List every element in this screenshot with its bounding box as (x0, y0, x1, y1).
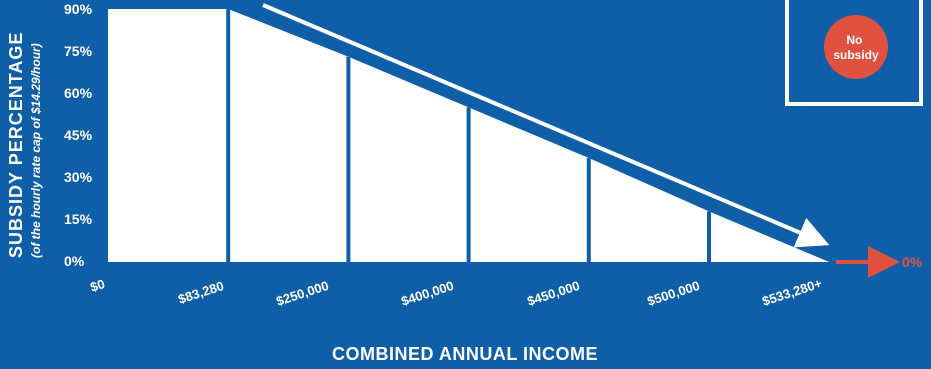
y-tick-6: 90% (64, 1, 93, 17)
y-tick-2: 30% (64, 169, 93, 185)
decline-arrow (262, 3, 830, 248)
x-tick-0: $0 (88, 276, 106, 295)
no-subsidy-label: No subsidy (833, 33, 879, 62)
y-ticks-group: 0% 15% 30% 45% 60% 75% 90% (64, 1, 93, 269)
x-tick-2: $250,000 (274, 278, 330, 309)
y-tick-4: 60% (64, 85, 93, 101)
no-subsidy-word-1: No (846, 33, 862, 47)
no-subsidy-badge (824, 15, 888, 79)
x-tick-6: $533,280+ (760, 275, 824, 308)
y-tick-1: 15% (64, 211, 93, 227)
y-tick-3: 45% (64, 127, 93, 143)
x-tick-5: $500,000 (645, 278, 701, 309)
legend-box (785, 0, 923, 106)
y-tick-5: 75% (64, 43, 93, 59)
plot-area (108, 3, 830, 262)
x-tick-4: $450,000 (525, 278, 581, 309)
zero-label: 0% (902, 254, 923, 270)
x-axis-title: COMBINED ANNUAL INCOME (332, 344, 598, 364)
no-subsidy-word-2: subsidy (833, 48, 879, 62)
x-tick-1: $83,280 (176, 278, 225, 307)
y-axis-subtitle: (of the hourly rate cap of $14.29/hour) (29, 43, 43, 258)
y-axis-title: SUBSIDY PERCENTAGE (6, 32, 26, 258)
x-tick-3: $400,000 (399, 278, 455, 309)
y-tick-0: 0% (64, 253, 85, 269)
no-subsidy-legend: No subsidy (785, 0, 923, 106)
x-ticks-group: $0 $83,280 $250,000 $400,000 $450,000 $5… (88, 275, 824, 308)
